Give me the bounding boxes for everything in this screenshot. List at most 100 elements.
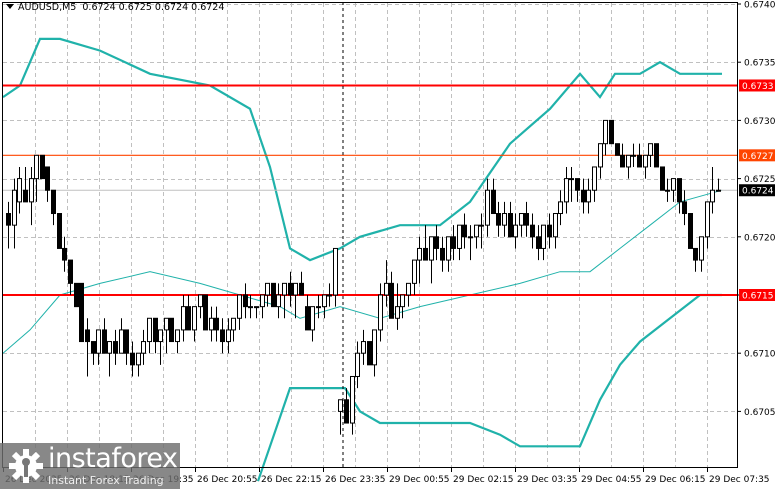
instaforex-watermark: instaforex Instant Forex Trading bbox=[0, 443, 180, 489]
candle-body bbox=[682, 201, 687, 215]
price-tag-bg bbox=[739, 149, 775, 162]
candle-body bbox=[508, 213, 513, 238]
candle-body bbox=[62, 247, 67, 261]
candle-body bbox=[592, 166, 597, 191]
candle-body bbox=[164, 317, 169, 331]
candle-body bbox=[660, 166, 665, 191]
candle-body bbox=[710, 189, 715, 203]
candle-body bbox=[265, 282, 270, 296]
price-axis[interactable]: 0.67400.67350.67300.67250.67200.67150.67… bbox=[737, 1, 776, 418]
candle-body bbox=[158, 329, 163, 343]
candle-body bbox=[637, 154, 642, 168]
x-tick-label: 29 Dec 04:55 bbox=[581, 475, 642, 485]
candle-body bbox=[271, 282, 276, 308]
collapse-triangle-icon[interactable] bbox=[6, 4, 14, 9]
candle-body bbox=[34, 154, 39, 180]
candle-body bbox=[586, 189, 591, 203]
candle-body bbox=[564, 178, 569, 203]
candle-body bbox=[198, 294, 203, 308]
bollinger-middle-band bbox=[2, 189, 723, 354]
candle-body bbox=[305, 306, 310, 331]
candle-body bbox=[705, 201, 710, 238]
candle-body bbox=[17, 178, 22, 203]
candle-body bbox=[130, 352, 135, 366]
candle-body bbox=[451, 236, 456, 249]
candle-body bbox=[119, 329, 124, 354]
candle-body bbox=[569, 178, 574, 181]
candle-body bbox=[282, 282, 287, 296]
x-tick-label: 29 Dec 02:15 bbox=[453, 475, 514, 485]
candle-body bbox=[513, 224, 518, 238]
candle-body bbox=[209, 317, 214, 331]
candle-body bbox=[214, 317, 219, 331]
candle-body bbox=[547, 224, 552, 238]
candle-body bbox=[181, 306, 186, 331]
price-tag-label: 0.6715 bbox=[742, 292, 774, 302]
candle-body bbox=[643, 154, 648, 168]
horizontal-levels[interactable] bbox=[3, 84, 737, 296]
candle-body bbox=[124, 329, 129, 354]
candle-body bbox=[192, 306, 197, 331]
y-tick-label: 0.6740 bbox=[744, 1, 776, 11]
candle-body bbox=[96, 329, 101, 354]
candle-body bbox=[299, 282, 304, 296]
candle-body bbox=[45, 166, 50, 191]
current-price-tag-label: 0.6724 bbox=[742, 187, 774, 197]
logo-tagline: Instant Forex Trading bbox=[48, 474, 164, 487]
gear-logo-icon bbox=[9, 449, 43, 483]
candle-body bbox=[51, 189, 56, 215]
candle-body bbox=[141, 341, 146, 354]
candle-body bbox=[693, 247, 698, 261]
candle-body bbox=[175, 329, 180, 343]
candle-body bbox=[254, 306, 259, 309]
candle-body bbox=[338, 399, 343, 412]
candle-body bbox=[412, 259, 417, 284]
candle-body bbox=[12, 189, 17, 226]
x-tick-label: 29 Dec 03:35 bbox=[517, 475, 578, 485]
candle-body bbox=[530, 224, 535, 238]
symbol-label: AUDUSD,M5 bbox=[18, 2, 77, 13]
price-tag-bg bbox=[739, 289, 775, 301]
y-tick-label: 0.6710 bbox=[744, 350, 776, 360]
candle-body bbox=[186, 306, 191, 331]
candle-body bbox=[333, 247, 338, 296]
candle-body bbox=[361, 341, 366, 354]
candle-body bbox=[276, 294, 281, 308]
candle-body bbox=[648, 143, 653, 156]
candle-body bbox=[147, 317, 152, 343]
candle-body bbox=[671, 178, 676, 191]
candle-body bbox=[288, 282, 293, 296]
y-tick-label: 0.6730 bbox=[744, 117, 776, 127]
candle-body bbox=[474, 224, 479, 238]
candle-body bbox=[688, 213, 693, 249]
candle-body bbox=[699, 236, 704, 261]
price-tags: 0.6733 0.6727 0.6715 0.6724 bbox=[739, 79, 775, 302]
current-price-tag-bg bbox=[739, 184, 775, 197]
candle-body bbox=[231, 317, 236, 331]
candle-body bbox=[260, 294, 265, 308]
candle-body bbox=[57, 213, 62, 249]
candle-body bbox=[716, 189, 721, 192]
candle-body bbox=[429, 236, 434, 261]
candle-body bbox=[344, 399, 349, 424]
candle-body bbox=[631, 154, 636, 157]
candle-body bbox=[558, 201, 563, 215]
candle-body bbox=[310, 306, 315, 331]
candle-body bbox=[626, 154, 631, 168]
x-tick-label: 29 Dec 00:55 bbox=[389, 475, 450, 485]
candle-body bbox=[372, 329, 377, 366]
candle-body bbox=[479, 224, 484, 227]
candle-body bbox=[440, 247, 445, 261]
x-tick-label: 26 Dec 22:15 bbox=[261, 475, 322, 485]
candle-body bbox=[677, 178, 682, 203]
candle-body bbox=[654, 143, 659, 168]
candle-body bbox=[293, 282, 298, 296]
candle-body bbox=[553, 213, 558, 238]
candle-body bbox=[29, 178, 34, 203]
candle-body bbox=[462, 224, 467, 238]
candle-body bbox=[609, 119, 614, 145]
candle-body bbox=[389, 282, 394, 319]
candle-body bbox=[598, 143, 603, 168]
candle-body bbox=[23, 189, 28, 203]
